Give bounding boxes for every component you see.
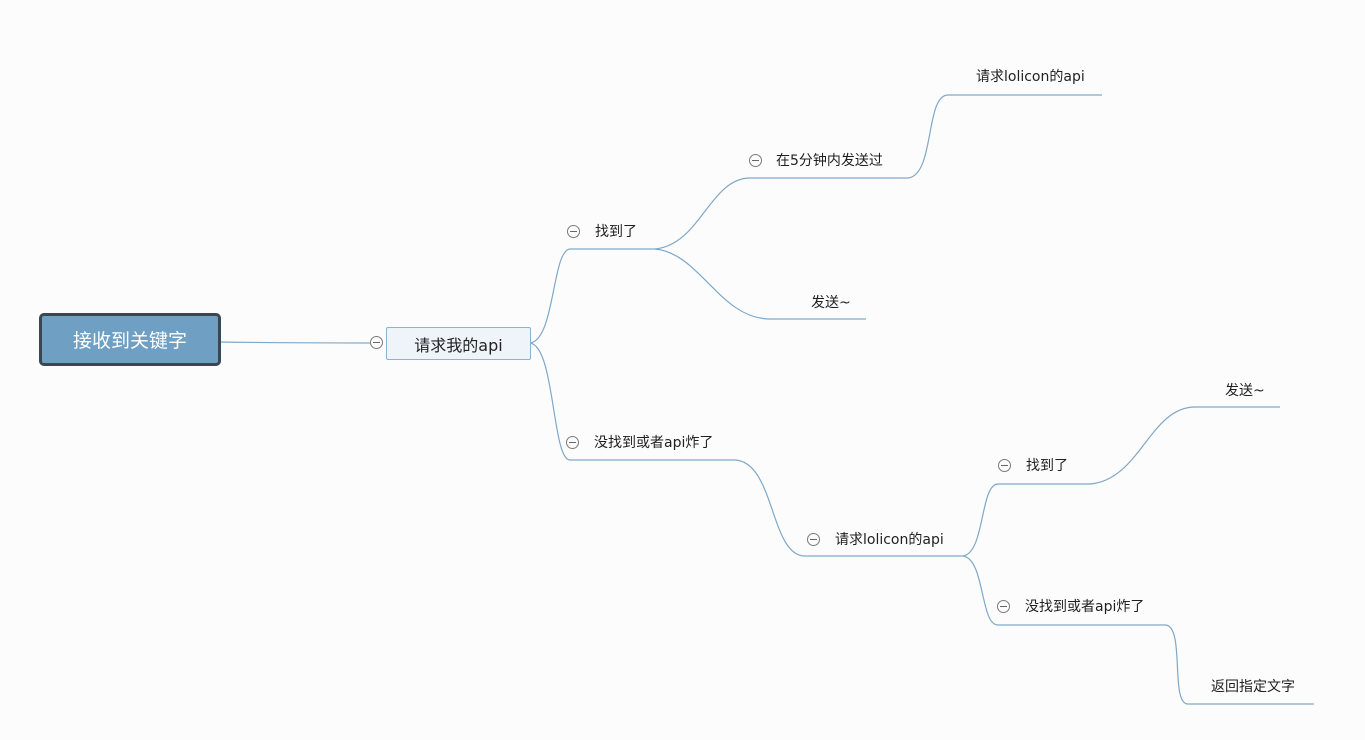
topic-not-found[interactable]: 没找到或者api炸了 bbox=[594, 434, 713, 452]
main-topic[interactable]: 请求我的api bbox=[386, 327, 531, 360]
collapse-icon[interactable] bbox=[566, 436, 579, 449]
topic-send-top[interactable]: 发送~ bbox=[811, 294, 851, 312]
root-topic[interactable]: 接收到关键字 bbox=[39, 313, 221, 366]
link-found-sent5 bbox=[654, 177, 908, 250]
link-notfound-requestlolicon bbox=[734, 459, 963, 557]
link-found-sendtop bbox=[654, 248, 866, 320]
topic-request-lolicon[interactable]: 请求lolicon的api bbox=[835, 531, 944, 549]
link-main-notfound bbox=[529, 342, 735, 461]
topic-label: 发送~ bbox=[811, 295, 851, 311]
link-found2-sendbottom bbox=[1089, 406, 1280, 485]
main-topic-label: 请求我的api bbox=[414, 335, 503, 355]
collapse-icon[interactable] bbox=[998, 459, 1011, 472]
link-sent5-requestlolicon bbox=[907, 94, 1102, 179]
collapse-icon[interactable] bbox=[370, 336, 383, 349]
collapse-icon[interactable] bbox=[997, 600, 1010, 613]
link-notfound2-returntext bbox=[1165, 624, 1314, 705]
topic-label: 发送~ bbox=[1225, 383, 1265, 399]
link-requestlolicon-found2 bbox=[962, 483, 1090, 557]
topic-label: 没找到或者api炸了 bbox=[594, 435, 714, 451]
topic-label: 在5分钟内发送过 bbox=[776, 153, 883, 169]
topic-label: 请求lolicon的api bbox=[835, 532, 944, 548]
topic-label: 返回指定文字 bbox=[1211, 679, 1295, 695]
link-main-found bbox=[529, 248, 655, 344]
topic-sent-within-5min[interactable]: 在5分钟内发送过 bbox=[776, 152, 883, 170]
collapse-icon[interactable] bbox=[807, 533, 820, 546]
topic-found[interactable]: 找到了 bbox=[595, 223, 637, 241]
topic-send-bottom[interactable]: 发送~ bbox=[1225, 382, 1265, 400]
collapse-icon[interactable] bbox=[749, 154, 762, 167]
topic-label: 找到了 bbox=[595, 224, 637, 240]
topic-label: 找到了 bbox=[1026, 458, 1068, 474]
topic-label: 没找到或者api炸了 bbox=[1025, 599, 1145, 615]
topic-label: 请求lolicon的api bbox=[976, 69, 1085, 85]
collapse-icon[interactable] bbox=[567, 225, 580, 238]
link-requestlolicon-notfound2 bbox=[962, 555, 1166, 626]
topic-request-lolicon-top[interactable]: 请求lolicon的api bbox=[976, 68, 1085, 86]
topic-found-2[interactable]: 找到了 bbox=[1026, 457, 1068, 475]
topic-return-text[interactable]: 返回指定文字 bbox=[1211, 678, 1295, 696]
root-topic-label: 接收到关键字 bbox=[72, 330, 187, 352]
link-root-main bbox=[217, 341, 371, 344]
topic-not-found-2[interactable]: 没找到或者api炸了 bbox=[1025, 598, 1144, 616]
